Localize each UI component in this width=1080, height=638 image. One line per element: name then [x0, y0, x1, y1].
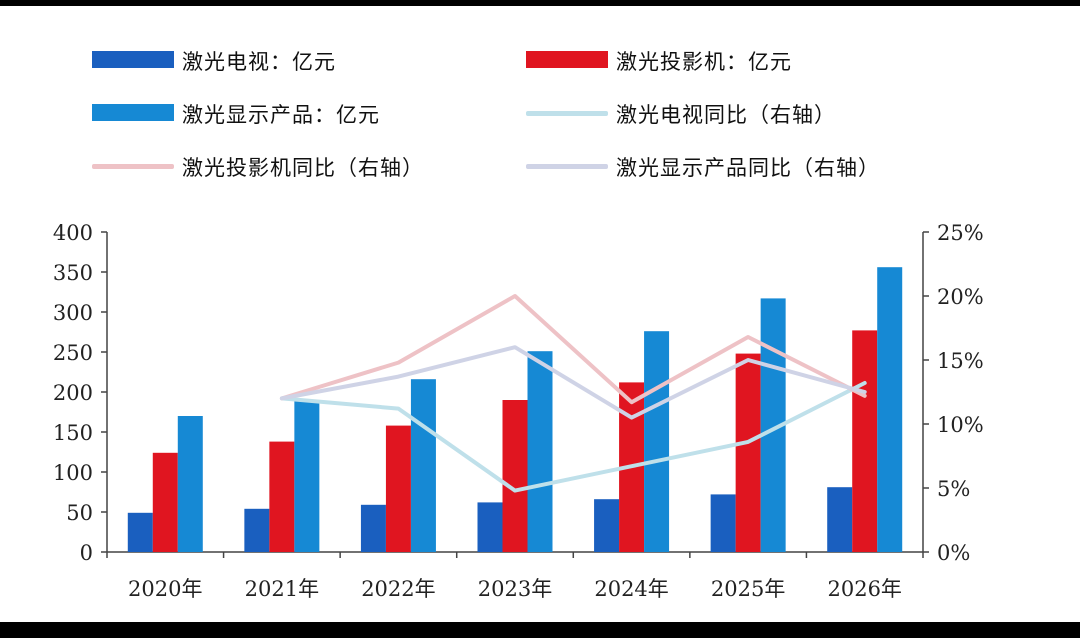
bar-1-2021年 — [244, 508, 270, 552]
legend-label-laser-tv: 激光电视：亿元 — [182, 50, 336, 74]
bar-1-2020年 — [127, 512, 153, 552]
bar-3-2021年 — [294, 400, 320, 552]
bar-2-2023年 — [502, 400, 528, 552]
legend-label-laser-display-yoy: 激光显示产品同比（右轴） — [616, 156, 880, 180]
bar-2-2020年 — [152, 452, 178, 552]
bar-1-2026年 — [827, 487, 853, 552]
x-tick-label: 2025年 — [711, 577, 785, 601]
legend-swatch-laser-display-yoy — [526, 164, 608, 169]
yoy-line-3 — [279, 345, 867, 420]
bar-1-2024年 — [594, 499, 620, 552]
yoy-line-1 — [279, 381, 867, 493]
legend-label-laser-projector-yoy: 激光投影机同比（右轴） — [182, 156, 424, 180]
y-right-tick-label: 0% — [937, 541, 970, 565]
y-left-tick-label: 50 — [66, 501, 93, 525]
legend-swatch-laser-projector — [526, 51, 608, 68]
yoy-line-2 — [279, 294, 867, 405]
y-right-tick-label: 15% — [937, 349, 984, 373]
legend-swatch-laser-projector-yoy — [92, 164, 174, 169]
bar-1-2025年 — [710, 494, 736, 552]
y-left-tick-label: 300 — [53, 301, 93, 325]
bar-1-2023年 — [477, 502, 503, 552]
legend-swatch-laser-tv-yoy — [526, 111, 608, 116]
legend-label-laser-tv-yoy: 激光电视同比（右轴） — [616, 103, 836, 127]
bar-2-2022年 — [385, 425, 411, 552]
legend-label-laser-display: 激光显示产品：亿元 — [182, 103, 380, 127]
y-left-tick-label: 250 — [53, 341, 93, 365]
x-tick-label: 2021年 — [245, 577, 319, 601]
y-right-tick-label: 20% — [937, 285, 984, 309]
y-left-tick-label: 350 — [53, 261, 93, 285]
y-left-tick-label: 150 — [53, 421, 93, 445]
bar-1-2022年 — [360, 504, 386, 552]
x-tick-label: 2020年 — [128, 577, 202, 601]
y-right-tick-label: 10% — [937, 413, 984, 437]
bar-3-2024年 — [644, 331, 670, 552]
bar-2-2025年 — [735, 353, 761, 552]
y-right-tick-label: 5% — [937, 477, 970, 501]
legend-label-laser-projector: 激光投影机：亿元 — [616, 50, 792, 74]
bar-2-2026年 — [852, 330, 878, 552]
bar-3-2022年 — [410, 379, 436, 552]
bar-3-2023年 — [527, 351, 553, 552]
x-tick-label: 2026年 — [827, 577, 901, 601]
chart-plot: 0 50 100 150 200 250 300 350 400 0% 5% 10% 15% 20% 25%… — [53, 221, 984, 601]
y-left-tick-label: 100 — [53, 461, 93, 485]
chart-canvas: 激光电视：亿元 激光投影机：亿元 激光显示产品：亿元 激光电视同比（右轴） 激光… — [0, 6, 1080, 622]
x-tick-label: 2023年 — [478, 577, 552, 601]
x-tick-label: 2024年 — [594, 577, 668, 601]
bar-3-2026年 — [877, 267, 903, 552]
x-tick-label: 2022年 — [361, 577, 435, 601]
bar-3-2020年 — [177, 416, 203, 552]
legend-swatch-laser-display — [92, 104, 174, 121]
bar-2-2021年 — [269, 441, 295, 552]
y-left-tick-label: 400 — [53, 221, 93, 245]
legend-swatch-laser-tv — [92, 51, 174, 68]
y-left-tick-label: 0 — [80, 541, 93, 565]
y-left-tick-label: 200 — [53, 381, 93, 405]
y-right-tick-label: 25% — [937, 221, 984, 245]
